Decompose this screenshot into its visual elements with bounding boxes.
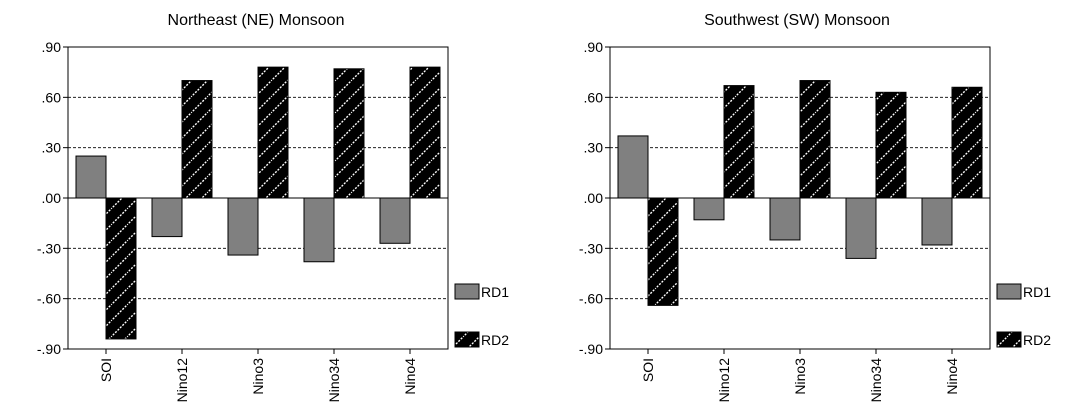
bar-rd2-nino12: [181, 80, 213, 199]
bar-rd2-nino12: [723, 85, 755, 199]
bar-rd1-nino3: [227, 197, 259, 256]
x-tick-label: Nino3: [250, 358, 266, 395]
plot-area: .90 .60 .30 .00 -.30 -.60 -.90 SOI Nino12 Nino3 Ni…: [579, 39, 991, 403]
legend-label-rd2: RD2: [481, 332, 509, 348]
chart-title: Southwest (SW) Monsoon: [704, 12, 890, 29]
bar-rd1-nino4: [921, 197, 953, 246]
y-tick-label: .90: [42, 39, 62, 55]
legend-label-rd2: RD2: [1023, 332, 1051, 348]
chart-title: Northeast (NE) Monsoon: [168, 12, 345, 29]
y-tick-label: -.90: [579, 341, 603, 357]
bar-rd2-nino4: [951, 86, 983, 199]
plot-frame: [67, 46, 449, 350]
bar-rd2-nino34: [333, 68, 365, 199]
bar-rd1-nino3: [769, 197, 801, 241]
x-tick-label: Nino12: [174, 358, 190, 403]
legend-label-rd1: RD1: [1023, 284, 1051, 300]
x-tick-label: Nino4: [402, 358, 418, 395]
bar-rd1-soi: [617, 135, 649, 199]
y-tick-label: -.30: [579, 240, 603, 256]
legend-swatch-rd2: [454, 331, 480, 348]
legend-label-rd1: RD1: [481, 284, 509, 300]
x-tick-label: Nino34: [326, 358, 342, 403]
bar-rd1-nino12: [693, 197, 725, 221]
y-tick-label: -.60: [37, 291, 61, 307]
bar-rd2-nino34: [875, 91, 907, 199]
legend-swatch-rd2: [996, 331, 1022, 348]
y-tick-label: .30: [42, 140, 62, 156]
y-tick-label: .90: [584, 39, 604, 55]
bar-rd1-soi: [75, 155, 107, 199]
x-tick-label: SOI: [98, 358, 114, 382]
y-tick-label: -.60: [579, 291, 603, 307]
y-tick-label: .00: [42, 190, 62, 206]
bar-rd1-nino34: [845, 197, 877, 259]
y-tick-label: .30: [584, 140, 604, 156]
y-tick-label: -.30: [37, 240, 61, 256]
legend: RD1 RD2: [454, 283, 509, 348]
x-tick-label: Nino12: [716, 358, 732, 403]
x-tick-label: Nino34: [868, 358, 884, 403]
x-tick-label: Nino3: [792, 358, 808, 395]
chart-sw-monsoon: Southwest (SW) Monsoon .90 .60 .30 .00 -.30 -…: [579, 12, 1051, 402]
bar-rd1-nino34: [303, 197, 335, 263]
legend-swatch-rd1: [996, 283, 1022, 300]
y-tick-label: -.90: [37, 341, 61, 357]
y-tick-label: .00: [584, 190, 604, 206]
bar-rd2-nino4: [409, 66, 441, 199]
bar-rd2-nino3: [799, 80, 831, 199]
legend-swatch-rd1: [454, 283, 480, 300]
legend: RD1 RD2: [996, 283, 1051, 348]
bar-rd2-soi: [647, 197, 679, 306]
y-tick-label: .60: [42, 89, 62, 105]
bar-rd1-nino4: [379, 197, 411, 244]
bar-rd1-nino12: [151, 197, 183, 238]
x-tick-label: SOI: [640, 358, 656, 382]
chart-ne-monsoon: Northeast (NE) Monsoon .90 .60 .30 .00 -.30 -…: [37, 12, 509, 402]
bar-rd2-nino3: [257, 66, 289, 199]
bar-rd2-soi: [105, 197, 137, 340]
x-tick-label: Nino4: [944, 358, 960, 395]
plot-area: .90 .60 .30 .00 -.30 -.60 -.90 SOI Nino12 Nino3 Ni…: [37, 39, 449, 403]
y-tick-label: .60: [584, 89, 604, 105]
plot-frame: [609, 46, 991, 350]
